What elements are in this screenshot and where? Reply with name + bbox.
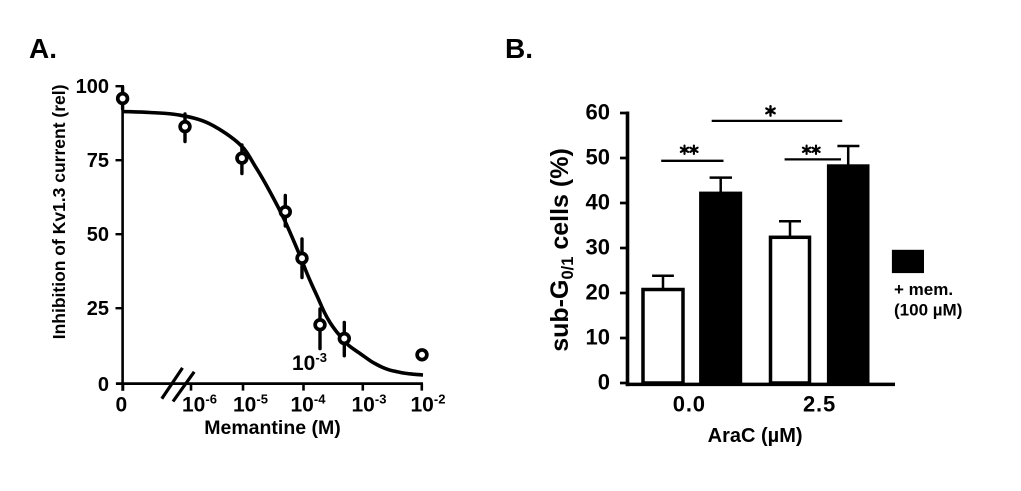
svg-text:0: 0 <box>598 370 610 395</box>
svg-text:AraC (µM): AraC (µM) <box>708 425 803 447</box>
svg-text:10: 10 <box>586 325 610 350</box>
svg-text:100: 100 <box>76 76 109 98</box>
svg-text:30: 30 <box>586 235 610 260</box>
svg-text:40: 40 <box>586 190 610 215</box>
svg-text:75: 75 <box>87 150 109 172</box>
svg-text:0: 0 <box>115 394 127 417</box>
svg-text:60: 60 <box>586 100 610 125</box>
svg-text:Memantine (M): Memantine (M) <box>204 417 341 439</box>
svg-text:(100 µM): (100 µM) <box>894 301 962 320</box>
svg-text:20: 20 <box>586 280 610 305</box>
svg-text:50: 50 <box>586 145 610 170</box>
svg-text:+ mem.: + mem. <box>894 280 953 299</box>
svg-text:0: 0 <box>98 374 109 396</box>
svg-text:sub-G0/1 cells (%): sub-G0/1 cells (%) <box>546 148 577 352</box>
svg-text:25: 25 <box>87 298 109 320</box>
svg-text:0.0: 0.0 <box>673 392 706 417</box>
svg-text:B.: B. <box>505 33 533 64</box>
svg-text:2.5: 2.5 <box>803 392 836 417</box>
svg-text:Inhibition of Kv1.3 current (r: Inhibition of Kv1.3 current (rel) <box>49 85 69 340</box>
svg-text:A.: A. <box>29 33 57 64</box>
svg-text:50: 50 <box>87 224 109 246</box>
